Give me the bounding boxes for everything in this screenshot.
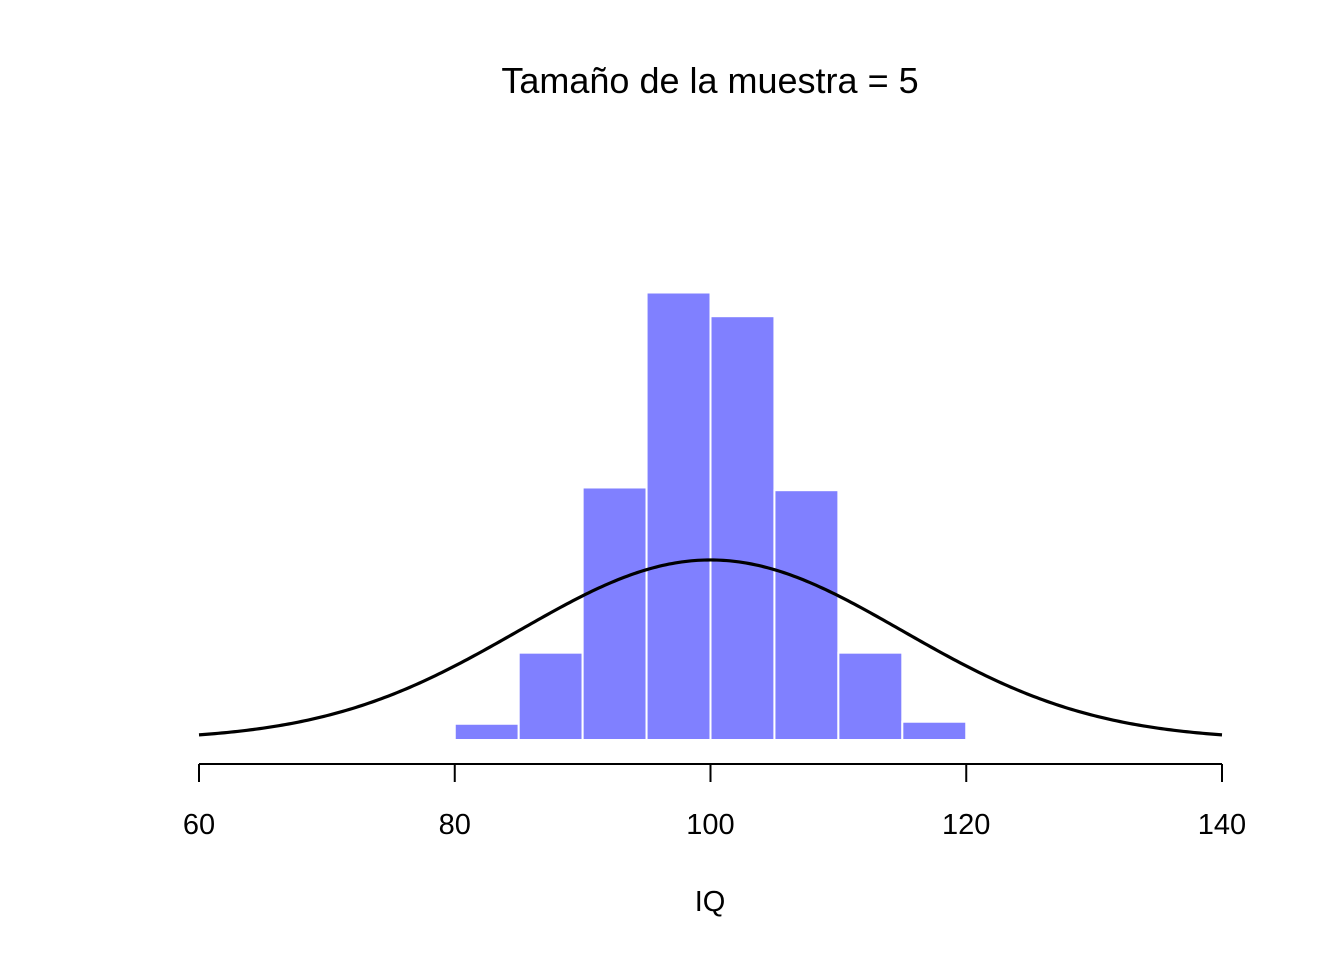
histogram-bar	[581, 486, 648, 741]
histogram-bar	[645, 291, 712, 741]
x-tick-label: 140	[1198, 809, 1246, 841]
x-tick-label: 100	[686, 809, 734, 841]
histogram-bar	[453, 722, 520, 742]
histogram-bar	[901, 720, 968, 742]
chart-title: Tamaño de la muestra = 5	[501, 60, 918, 101]
histogram-bar	[709, 315, 776, 741]
x-axis: 60 80 100 120 140	[183, 763, 1246, 841]
normal-density-curve	[198, 558, 1223, 737]
histogram-bar	[837, 651, 904, 741]
histogram-bar	[517, 651, 584, 741]
x-tick-label: 60	[183, 809, 215, 841]
histogram-bars	[453, 291, 968, 742]
x-tick-label: 80	[439, 809, 471, 841]
x-axis-label: IQ	[695, 886, 726, 918]
x-tick-label: 120	[942, 809, 990, 841]
histogram-bar	[773, 489, 840, 742]
